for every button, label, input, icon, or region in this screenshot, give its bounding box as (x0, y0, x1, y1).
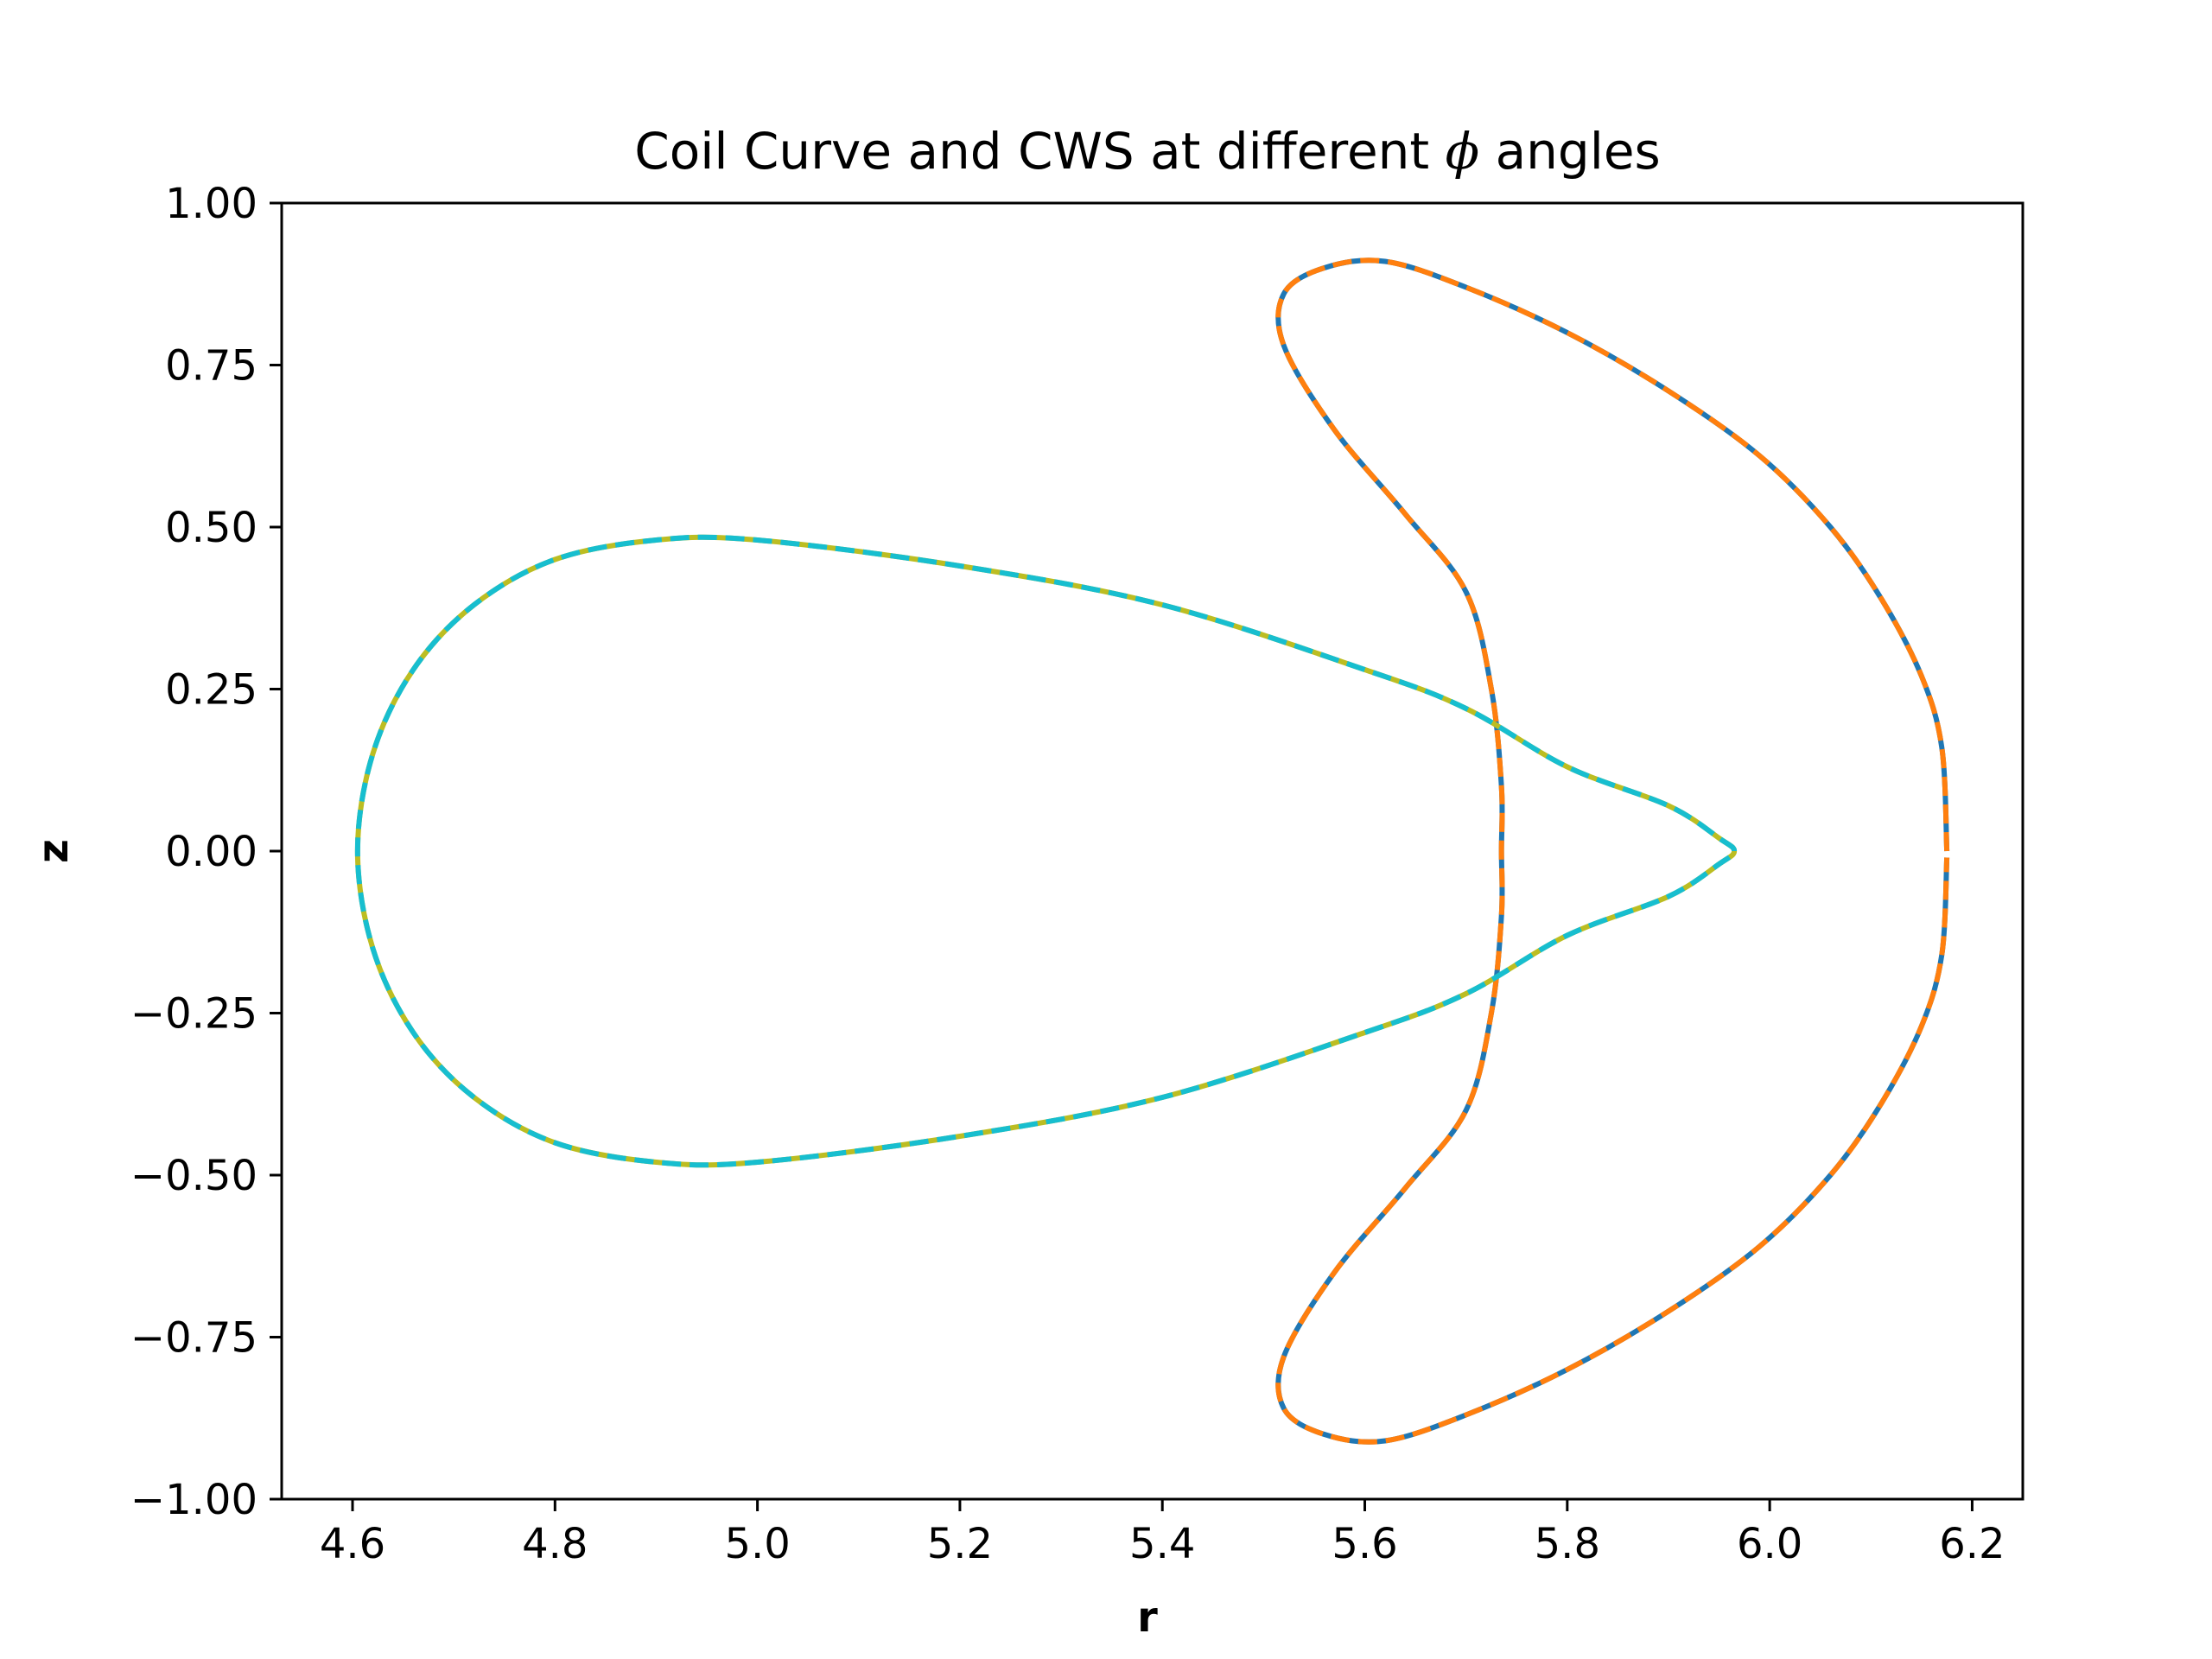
chart-title-text: Coil Curve and CWS at different (634, 122, 1445, 181)
y-tick-label: −0.75 (130, 1314, 257, 1363)
y-tick-label: −1.00 (130, 1476, 257, 1524)
y-tick-label: −0.50 (130, 1152, 257, 1200)
y-tick-label: 1.00 (165, 180, 257, 228)
tick-layer: 4.6 4.8 5.0 5.2 5.4 5.6 5.8 6.0 6.2 1.00 0.75 0.50 0… (130, 180, 2005, 1568)
series-line-2 (1275, 257, 1950, 1445)
y-tick-label: 0.75 (165, 342, 257, 391)
series-line-4 (354, 534, 1738, 1168)
x-tick-label: 6.0 (1737, 1520, 1802, 1568)
x-tick-label: 5.6 (1332, 1520, 1397, 1568)
y-tick-label: 0.50 (165, 504, 257, 552)
chart-title-text-end: angles (1479, 122, 1661, 181)
x-tick-label: 5.4 (1129, 1520, 1195, 1568)
x-tick-label: 4.8 (522, 1520, 588, 1568)
x-tick-label: 5.2 (927, 1520, 993, 1568)
y-axis-title: z (29, 839, 78, 863)
y-tick-label: 0.25 (165, 666, 257, 715)
x-tick-label: 5.8 (1535, 1520, 1600, 1568)
chart-title: Coil Curve and CWS at different ϕ angles (634, 122, 1660, 181)
y-tick-label: 0.00 (165, 828, 257, 876)
series-layer (354, 257, 1950, 1445)
y-tick-label: −0.25 (130, 990, 257, 1039)
chart-title-phi-symbol: ϕ (1446, 122, 1480, 181)
x-tick-label: 6.2 (1939, 1520, 2005, 1568)
x-tick-label: 5.0 (724, 1520, 790, 1568)
x-axis-title: r (1137, 1593, 1158, 1642)
x-tick-label: 4.6 (320, 1520, 385, 1568)
